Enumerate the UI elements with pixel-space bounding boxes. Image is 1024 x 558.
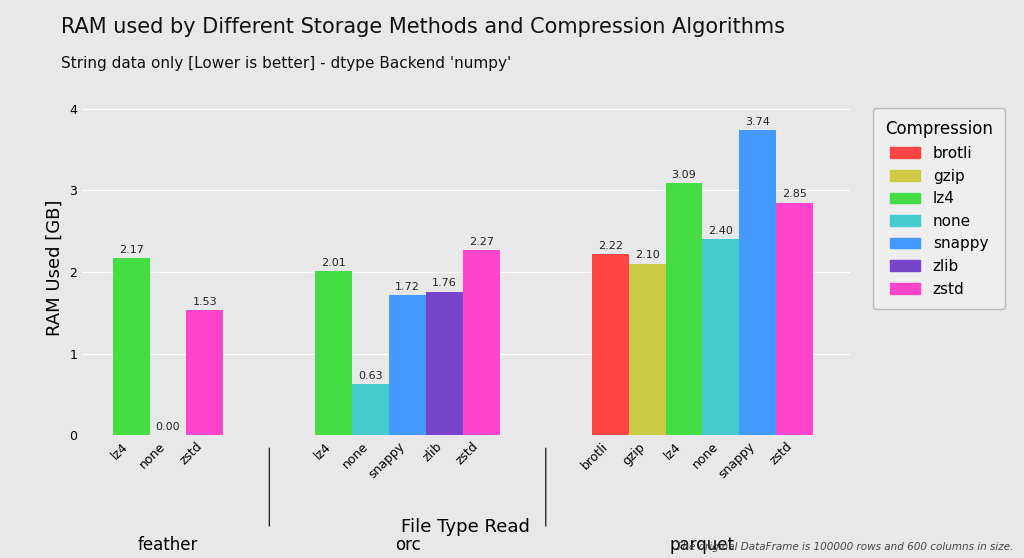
Bar bbox=[739, 130, 776, 435]
Text: 2.22: 2.22 bbox=[598, 240, 623, 251]
Bar bbox=[463, 250, 500, 435]
Bar bbox=[186, 310, 223, 435]
Text: 0.00: 0.00 bbox=[156, 422, 180, 432]
Text: 3.09: 3.09 bbox=[672, 170, 696, 180]
Text: 3.74: 3.74 bbox=[745, 117, 770, 127]
Text: 1.53: 1.53 bbox=[193, 297, 217, 307]
Text: 1.76: 1.76 bbox=[432, 278, 457, 288]
Bar bbox=[702, 239, 739, 435]
Text: feather: feather bbox=[138, 536, 198, 554]
Bar bbox=[352, 384, 389, 435]
Text: 0.63: 0.63 bbox=[358, 371, 383, 381]
Text: 2.01: 2.01 bbox=[322, 258, 346, 268]
Bar bbox=[629, 264, 666, 435]
Text: 2.10: 2.10 bbox=[635, 251, 659, 261]
Bar bbox=[592, 254, 629, 435]
Bar bbox=[315, 271, 352, 435]
Bar bbox=[113, 258, 150, 435]
Text: 2.17: 2.17 bbox=[119, 245, 143, 255]
Text: 1.72: 1.72 bbox=[395, 282, 420, 291]
Text: orc: orc bbox=[394, 536, 421, 554]
Legend: brotli, gzip, lz4, none, snappy, zlib, zstd: brotli, gzip, lz4, none, snappy, zlib, z… bbox=[872, 108, 1006, 309]
Bar bbox=[389, 295, 426, 435]
Text: 2.40: 2.40 bbox=[709, 226, 733, 236]
Text: RAM used by Different Storage Methods and Compression Algorithms: RAM used by Different Storage Methods an… bbox=[61, 17, 785, 37]
Y-axis label: RAM Used [GB]: RAM Used [GB] bbox=[45, 200, 63, 336]
Text: parquet: parquet bbox=[670, 536, 735, 554]
Text: 2.85: 2.85 bbox=[782, 189, 807, 199]
Bar bbox=[666, 183, 702, 435]
Text: 2.27: 2.27 bbox=[469, 237, 494, 247]
Text: File Type Read: File Type Read bbox=[401, 518, 530, 536]
Text: String data only [Lower is better] - dtype Backend 'numpy': String data only [Lower is better] - dty… bbox=[61, 56, 512, 71]
Text: The original DataFrame is 100000 rows and 600 columns in size.: The original DataFrame is 100000 rows an… bbox=[677, 542, 1014, 552]
Bar bbox=[426, 291, 463, 435]
Bar bbox=[776, 203, 813, 435]
